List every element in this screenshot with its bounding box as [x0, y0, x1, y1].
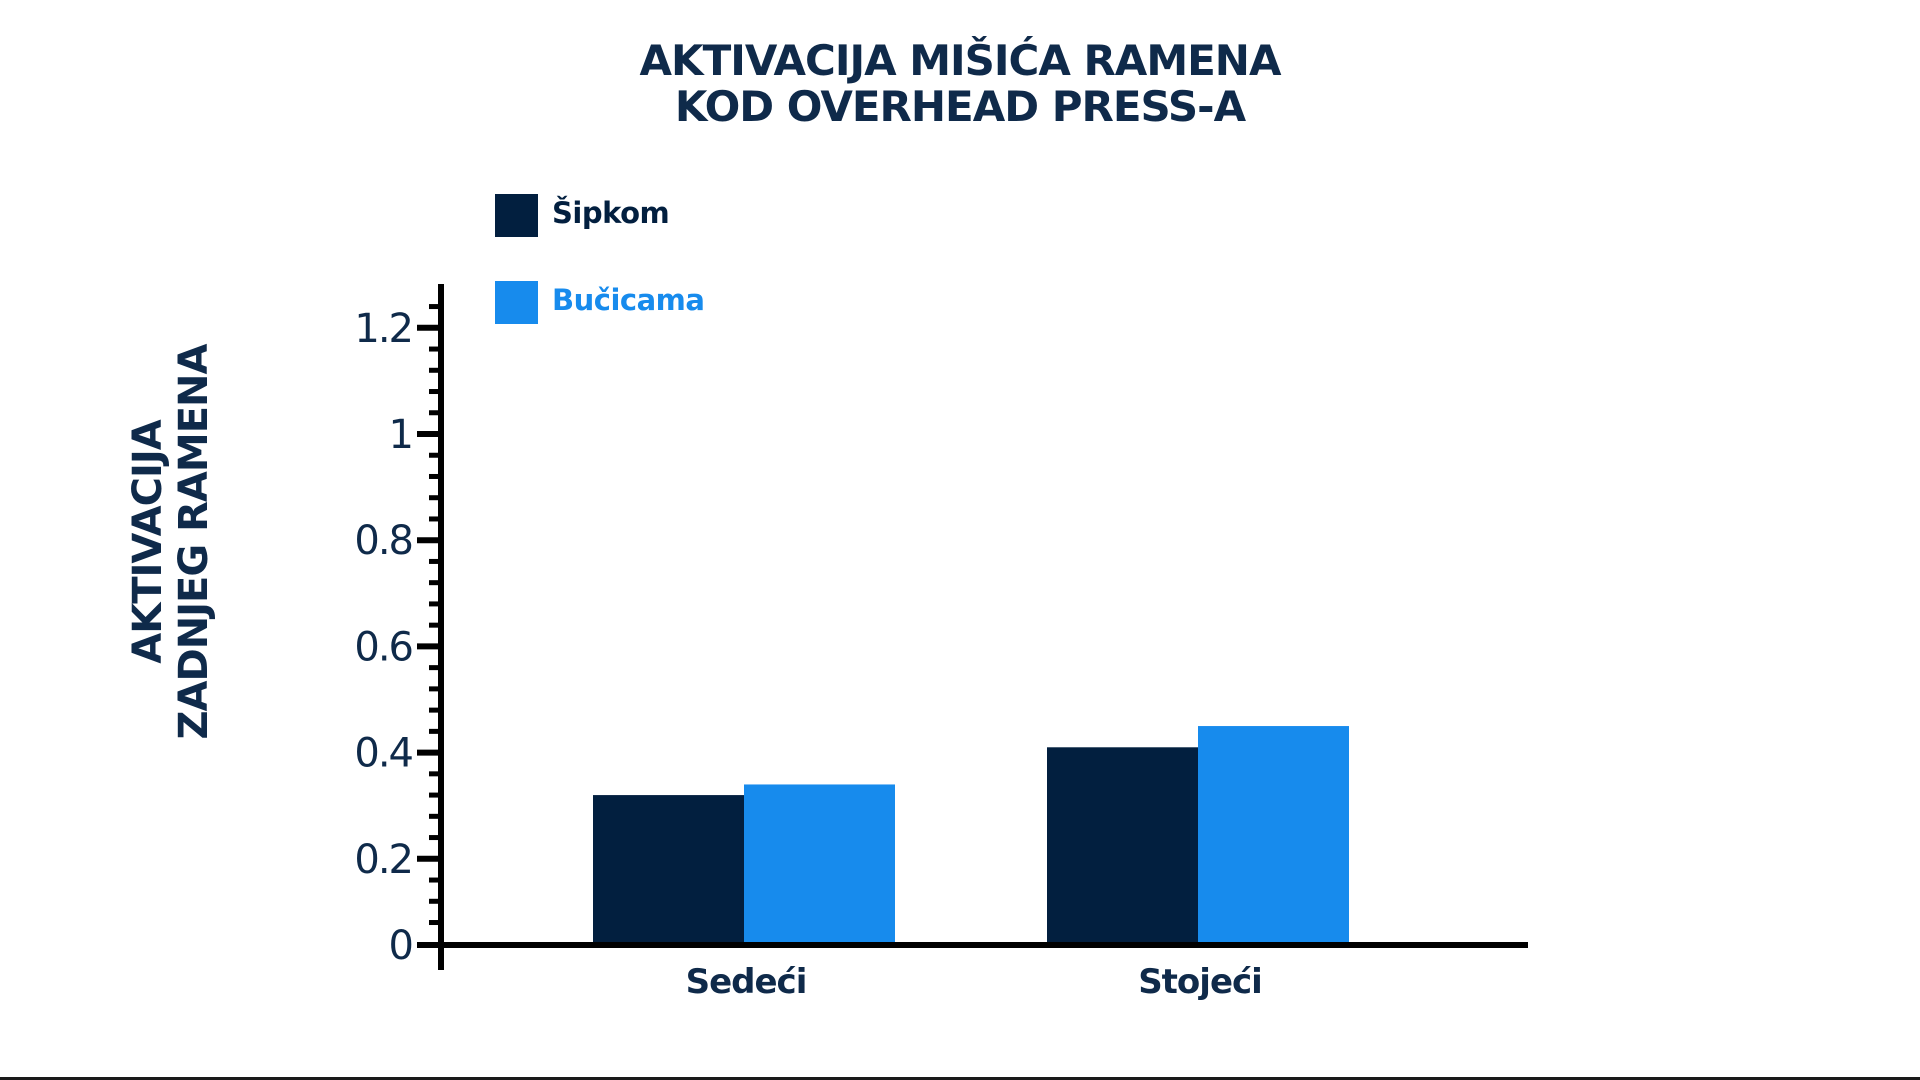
y-tick-label: 1.2 [354, 306, 412, 352]
bar-0-0 [593, 795, 744, 945]
y-tick-label: 0.2 [354, 837, 412, 883]
chart-title: AKTIVACIJA MIŠIĆA RAMENA KOD OVERHEAD PR… [0, 38, 1920, 130]
legend-label-bucicama: Bučicama [552, 283, 705, 317]
y-tick-label: 0.4 [354, 731, 412, 777]
title-line-2: KOD OVERHEAD PRESS-A [674, 82, 1246, 131]
y-tick-label: 1 [389, 412, 412, 458]
bar-0-1 [744, 784, 895, 945]
title-line-1: AKTIVACIJA MIŠIĆA RAMENA [639, 36, 1282, 85]
y-tick-label: 0.6 [354, 624, 412, 670]
bar-1-0 [1047, 747, 1198, 945]
x-tick-label: Stojeći [1138, 962, 1262, 1002]
bottom-border [0, 1077, 1920, 1080]
legend-label-sipkom: Šipkom [552, 196, 670, 230]
bar-1-1 [1198, 726, 1349, 945]
legend-swatch-bucicama [495, 281, 538, 324]
legend-swatch-sipkom [495, 194, 538, 237]
y-tick-label: 0.8 [354, 518, 412, 564]
x-tick-label: Sedeći [686, 962, 807, 1002]
y-tick-label: 0 [389, 923, 412, 969]
